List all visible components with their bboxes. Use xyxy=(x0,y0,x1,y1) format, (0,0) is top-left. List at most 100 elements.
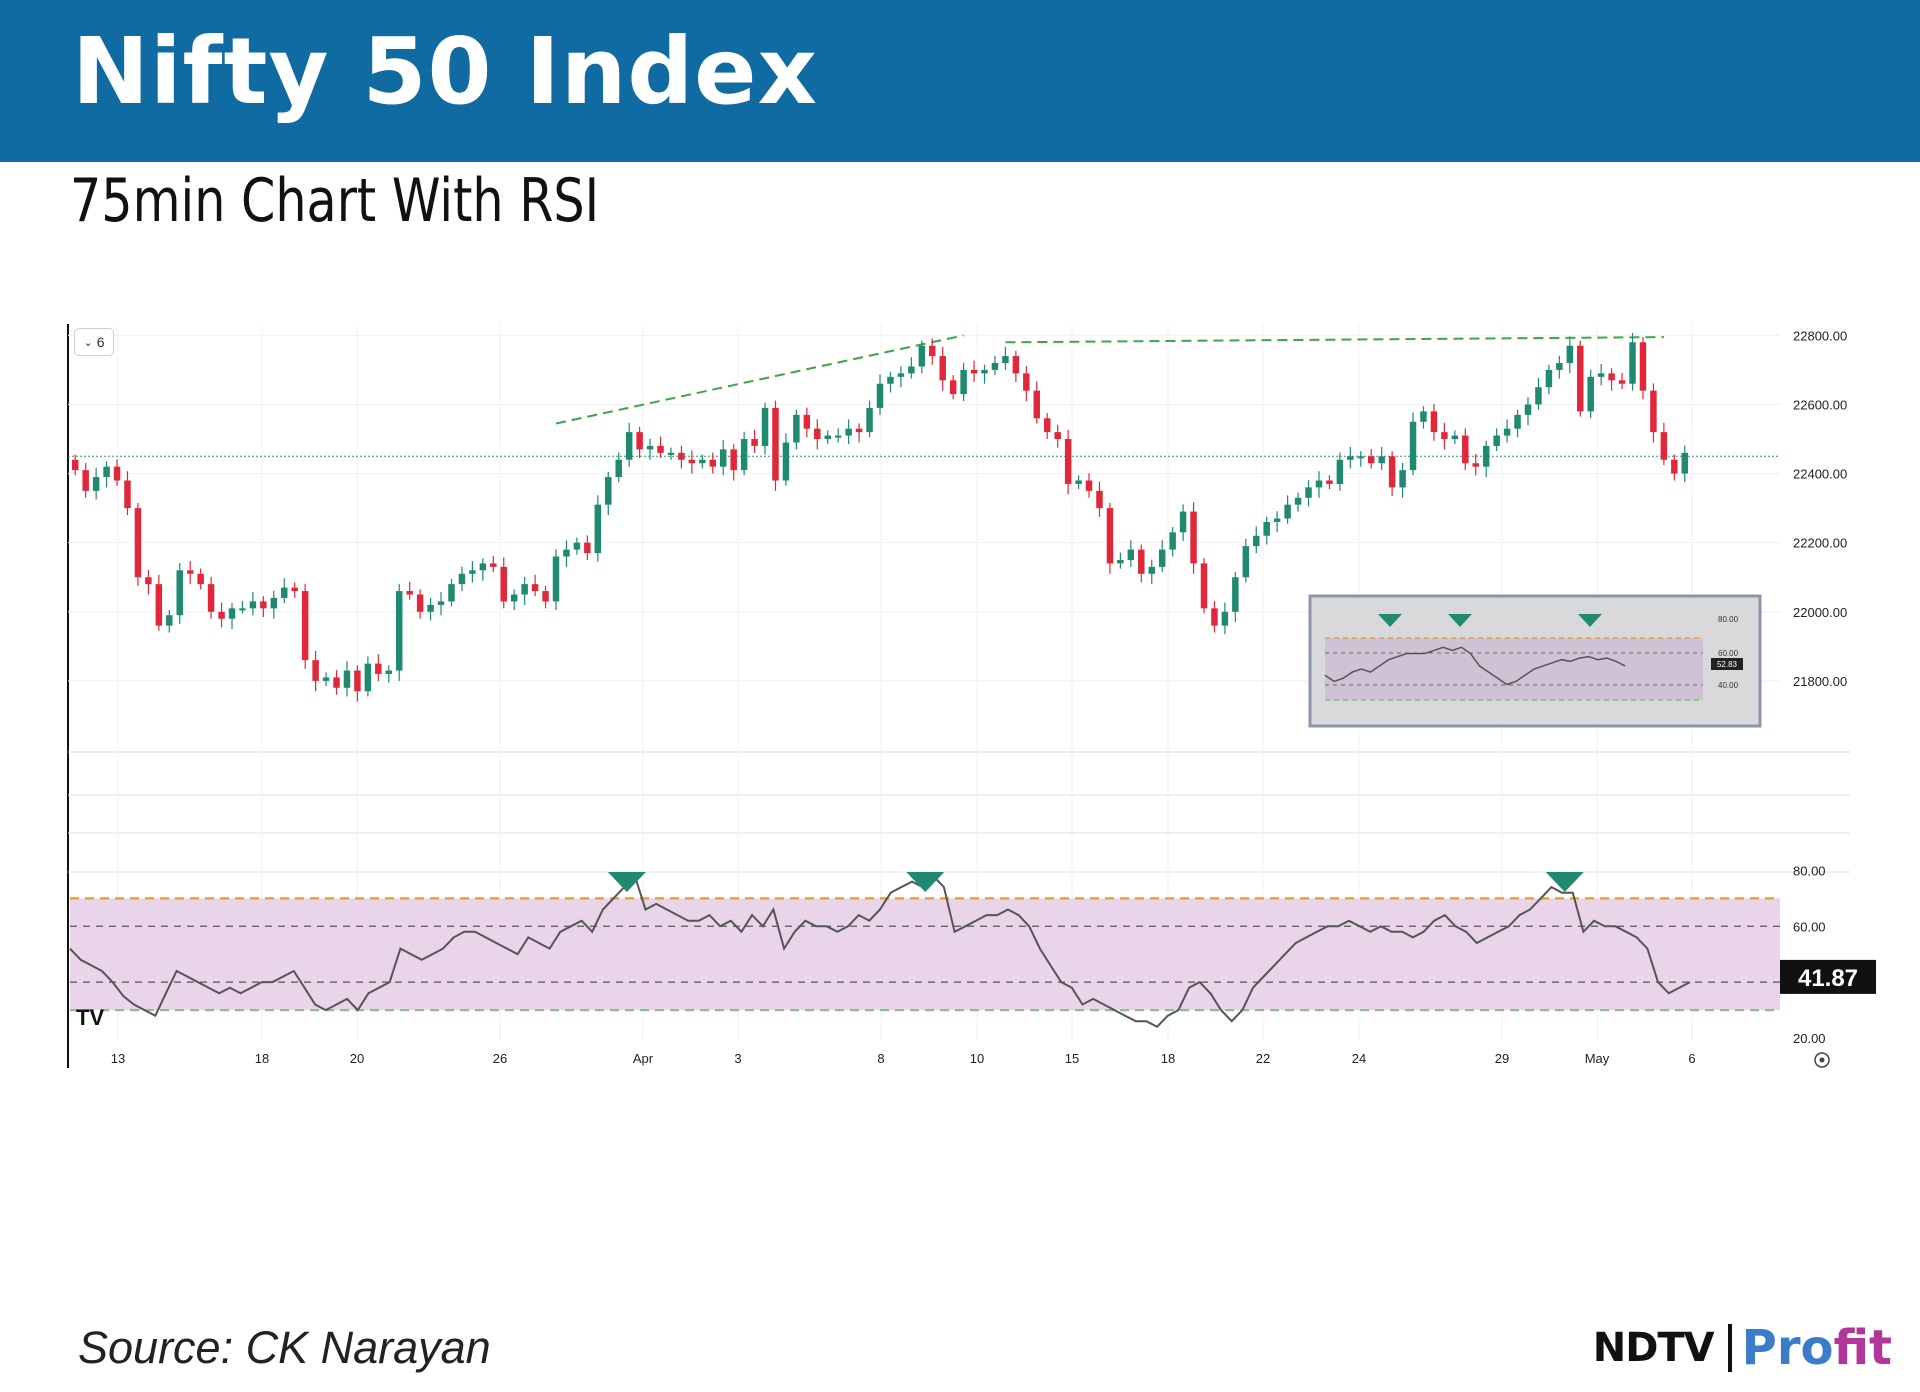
x-tick-label-6: 8 xyxy=(877,1051,884,1066)
candle-122 xyxy=(1347,456,1354,460)
logo-profit-b: fit xyxy=(1833,1320,1892,1376)
candle-74 xyxy=(845,428,852,436)
candle-102 xyxy=(1138,549,1145,574)
inset-last-value-label: 52.83 xyxy=(1717,660,1738,669)
candle-148 xyxy=(1618,380,1626,384)
inset-rsi-line xyxy=(1324,646,1626,686)
candle-32 xyxy=(406,591,413,595)
candle-100 xyxy=(1117,559,1124,564)
candle-31 xyxy=(395,591,403,671)
candle-56 xyxy=(657,445,664,453)
title-banner: Nifty 50 Index xyxy=(0,0,1920,162)
x-tick-label-7: 10 xyxy=(970,1051,984,1066)
candle-92 xyxy=(1033,390,1041,419)
x-tick-label-9: 18 xyxy=(1161,1051,1175,1066)
candle-57 xyxy=(667,452,675,455)
candle-123 xyxy=(1357,456,1365,459)
candle-72 xyxy=(824,435,831,440)
logo-divider xyxy=(1727,1324,1732,1372)
candle-131 xyxy=(1441,432,1448,440)
candle-90 xyxy=(1012,356,1020,374)
candle-97 xyxy=(1085,480,1093,491)
candle-37 xyxy=(458,573,466,585)
candle-15 xyxy=(228,608,236,619)
candle-24 xyxy=(322,677,330,681)
price-y-label-2: 22400.00 xyxy=(1793,467,1847,482)
candle-108 xyxy=(1200,563,1208,609)
candle-34 xyxy=(427,604,434,612)
x-tick-label-3: 26 xyxy=(493,1051,507,1066)
rsi-y-label-1: 60.00 xyxy=(1793,919,1826,934)
logo-profit-a: Pro xyxy=(1741,1320,1834,1376)
candle-39 xyxy=(479,563,487,571)
candle-106 xyxy=(1179,511,1187,533)
candle-83 xyxy=(939,356,946,381)
candle-143 xyxy=(1566,345,1574,364)
candle-139 xyxy=(1524,404,1532,415)
candle-67 xyxy=(772,407,779,481)
candle-40 xyxy=(490,563,497,567)
candle-69 xyxy=(793,414,800,443)
candle-98 xyxy=(1096,490,1103,509)
chart-subtitle: 75min Chart With RSI xyxy=(70,166,600,236)
candle-52 xyxy=(615,459,622,478)
candle-109 xyxy=(1211,608,1218,626)
x-tick-label-11: 24 xyxy=(1352,1051,1366,1066)
candle-146 xyxy=(1597,373,1605,377)
candle-54 xyxy=(636,432,643,450)
candle-1 xyxy=(82,470,89,491)
candle-65 xyxy=(751,439,758,446)
x-tick-label-8: 15 xyxy=(1065,1051,1079,1066)
candle-43 xyxy=(521,584,528,595)
candle-149 xyxy=(1629,342,1636,384)
candle-144 xyxy=(1577,345,1584,412)
candle-7 xyxy=(145,577,152,585)
candle-101 xyxy=(1127,549,1135,560)
candle-59 xyxy=(688,459,696,464)
candle-50 xyxy=(594,504,602,554)
candle-147 xyxy=(1608,373,1615,381)
rsi-y-label-0: 80.00 xyxy=(1793,863,1826,878)
inset-peak-marker-1 xyxy=(1448,614,1472,627)
collapse-control[interactable]: ⌄ 6 xyxy=(74,328,114,356)
candle-133 xyxy=(1462,435,1469,464)
logo-ndtv: NDTV xyxy=(1592,1325,1715,1371)
gear-icon-center xyxy=(1819,1057,1825,1063)
rsi-last-value-box xyxy=(1780,959,1876,994)
candle-86 xyxy=(970,369,978,374)
candle-151 xyxy=(1650,390,1657,433)
inset-peak-marker-0 xyxy=(1378,614,1402,627)
candle-87 xyxy=(981,369,988,374)
candle-104 xyxy=(1158,549,1166,567)
candle-81 xyxy=(918,345,926,367)
candle-137 xyxy=(1503,428,1511,436)
candle-38 xyxy=(469,570,476,574)
candle-19 xyxy=(270,597,278,609)
candle-105 xyxy=(1169,532,1176,550)
ndtv-profit-logo: NDTV Profit xyxy=(1593,1320,1892,1376)
candle-127 xyxy=(1399,470,1406,488)
x-tick-label-14: 6 xyxy=(1688,1051,1695,1066)
candle-18 xyxy=(260,601,267,609)
candle-64 xyxy=(740,439,748,471)
rsi-band xyxy=(70,898,1780,1011)
inset-y-label-0: 80.00 xyxy=(1718,615,1739,624)
candle-129 xyxy=(1420,411,1427,422)
rsi-y-label-2: 20.00 xyxy=(1793,1031,1826,1046)
candle-23 xyxy=(312,660,319,681)
candle-73 xyxy=(834,435,842,438)
rsi-peak-marker-1 xyxy=(906,872,945,892)
candle-78 xyxy=(887,376,894,384)
candle-66 xyxy=(761,407,769,446)
candle-134 xyxy=(1472,463,1479,467)
candle-111 xyxy=(1232,577,1239,612)
candle-16 xyxy=(239,608,246,611)
candle-10 xyxy=(176,570,183,616)
candle-126 xyxy=(1388,456,1396,488)
candle-89 xyxy=(1002,356,1009,364)
candle-145 xyxy=(1587,376,1594,412)
candle-75 xyxy=(855,428,863,433)
candle-48 xyxy=(573,542,581,550)
candle-26 xyxy=(343,670,351,688)
inset-peak-marker-2 xyxy=(1578,614,1602,627)
